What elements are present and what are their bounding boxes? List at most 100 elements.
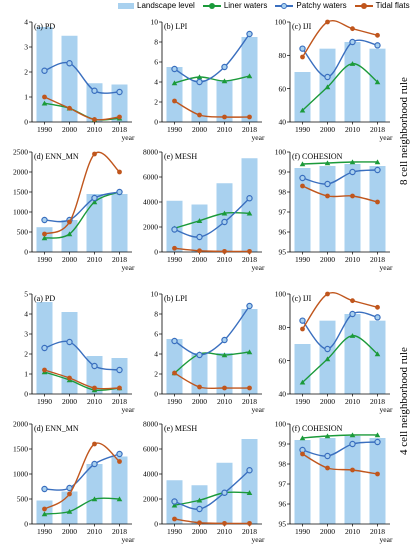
y-tick-label: 2000: [13, 420, 28, 429]
point-tidal-flats-1990: [172, 98, 177, 104]
point-patchy-waters-1990: [41, 216, 48, 224]
point-patchy-waters-2018: [116, 450, 123, 458]
y-tick-label: 40: [279, 390, 287, 399]
point-patchy-waters-2010: [221, 63, 228, 71]
series-line-patchy-waters: [174, 469, 250, 510]
y-tick-label: 60: [279, 356, 287, 365]
bar-landscape-2018: [369, 320, 386, 394]
legend-swatch-patchy: [275, 2, 294, 9]
bar-landscape-2000: [319, 166, 336, 252]
point-tidal-flats-2018: [117, 114, 122, 120]
bar-landscape-2010: [86, 356, 103, 394]
point-liner-waters-2010: [221, 78, 228, 84]
x-tick-label: 2018: [242, 527, 257, 536]
y-tick-label: 99: [279, 168, 287, 177]
series-line-tidal-flats: [174, 100, 250, 118]
x-tick-label: 2000: [62, 255, 77, 264]
point-patchy-waters-2018: [246, 302, 253, 310]
series-line-tidal-flats: [174, 247, 250, 253]
point-tidal-flats-2000: [67, 491, 72, 497]
y-tick-label: 2: [154, 98, 158, 107]
legend-item-tidal: Tidal flats: [354, 1, 410, 10]
y-tick-label: 2500: [13, 148, 28, 157]
y-tick-label: 1: [24, 93, 28, 102]
point-tidal-flats-2000: [67, 219, 72, 225]
panel-title: (c) IJI: [292, 294, 312, 303]
series-line-liner-waters: [44, 191, 120, 239]
panel-title: (d) ENN_MN: [34, 152, 79, 161]
y-tick-label: 95: [279, 248, 287, 257]
series-line-tidal-flats: [44, 369, 120, 390]
point-patchy-waters-2000: [196, 351, 203, 359]
bar-landscape-2018: [111, 194, 128, 252]
y-tick-label: 0: [24, 390, 28, 399]
panel-title: (c) IJI: [292, 22, 312, 31]
series-line-liner-waters: [44, 371, 120, 392]
point-patchy-waters-2018: [246, 467, 253, 474]
series-line-patchy-waters: [302, 169, 378, 185]
point-tidal-flats-2018: [117, 385, 122, 391]
series-line-patchy-waters: [301, 39, 378, 78]
point-tidal-flats-1990: [172, 516, 177, 522]
x-tick-label: 2000: [320, 255, 335, 264]
y-tick-label: 0: [24, 520, 28, 529]
point-patchy-waters-2018: [374, 166, 381, 174]
point-tidal-flats-1990: [172, 245, 177, 251]
y-tick-label: 6: [154, 330, 158, 339]
y-tick-label: 100: [275, 148, 287, 157]
point-liner-waters-2000: [66, 231, 73, 237]
series-line-patchy-waters: [44, 61, 120, 94]
series-line-tidal-flats: [174, 372, 250, 390]
x-tick-label: 1990: [37, 397, 52, 406]
x-tick-label: 2010: [87, 527, 102, 536]
y-tick-label: 6: [154, 58, 158, 67]
y-tick-label: 2000: [143, 495, 158, 504]
x-tick-label: 1990: [295, 125, 310, 134]
x-tick-label: 2018: [112, 397, 127, 406]
bar-landscape-2010: [344, 42, 361, 122]
bar-landscape-2010: [344, 164, 361, 252]
y-tick-label: 98: [279, 460, 287, 469]
bar-landscape-2010: [86, 464, 103, 524]
point-tidal-flats-2000: [325, 19, 330, 25]
bar-landscape-2000: [191, 485, 208, 524]
point-tidal-flats-2000: [67, 375, 72, 381]
x-tick-label: 2010: [217, 527, 232, 536]
panel-title: (e) MESH: [164, 424, 197, 433]
bar-landscape-2010: [216, 80, 233, 122]
legend-item-patchy: Patchy waters: [275, 1, 347, 10]
point-tidal-flats-1990: [300, 451, 305, 457]
series-line-tidal-flats: [301, 20, 378, 58]
y-tick-label: 1: [24, 370, 28, 379]
y-tick-label: 2: [154, 370, 158, 379]
point-liner-waters-1990: [171, 502, 178, 508]
y-tick-label: 8: [154, 38, 158, 47]
point-tidal-flats-2010: [92, 385, 97, 391]
x-tick-label: 1990: [37, 527, 52, 536]
point-patchy-waters-1990: [171, 65, 178, 73]
x-axis-label: year: [252, 535, 265, 544]
x-axis-label: year: [380, 133, 393, 142]
bar-landscape-2010: [344, 314, 361, 394]
x-axis-label: year: [380, 535, 393, 544]
bar-landscape-2018: [241, 158, 258, 252]
point-patchy-waters-2010: [91, 87, 98, 94]
y-tick-label: 1500: [13, 188, 28, 197]
y-tick-label: 6000: [143, 173, 158, 182]
point-tidal-flats-2000: [197, 520, 202, 526]
legend-label-tidal: Tidal flats: [375, 1, 410, 10]
series-line-tidal-flats: [44, 442, 120, 510]
series-line-liner-waters: [302, 161, 378, 165]
point-tidal-flats-2018: [117, 169, 122, 175]
x-tick-label: 2010: [345, 255, 360, 264]
y-tick-label: 6000: [143, 445, 158, 454]
point-patchy-waters-2000: [324, 180, 331, 188]
x-axis-label: year: [122, 405, 135, 414]
point-patchy-waters-2000: [66, 484, 73, 492]
point-tidal-flats-2010: [350, 26, 355, 32]
series-line-patchy-waters: [174, 197, 250, 238]
point-patchy-waters-2018: [246, 30, 253, 38]
